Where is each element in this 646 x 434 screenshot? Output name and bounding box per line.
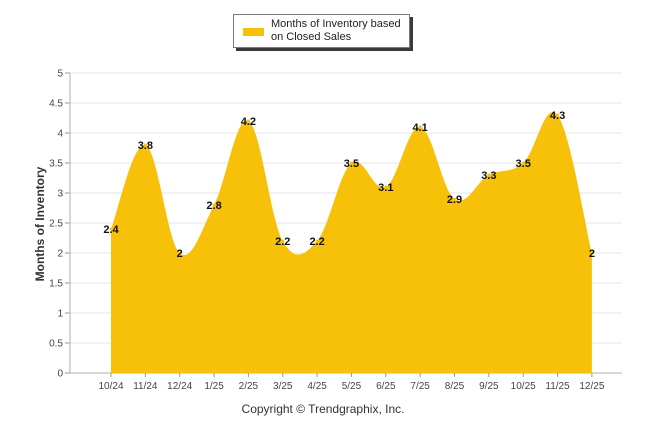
x-tick-label: 2/25 [239,381,259,392]
x-tick-label: 10/25 [511,381,536,392]
x-tick-label: 3/25 [273,381,293,392]
y-tick-label: 1 [57,309,63,320]
data-point [315,239,319,243]
data-label: 2.4 [103,224,119,236]
copyright-text: Copyright © Trendgraphix, Inc. [241,402,405,416]
y-tick-label: 2.5 [49,219,63,230]
data-point [384,185,388,189]
data-label: 3.8 [138,140,153,152]
x-tick-label: 5/25 [342,381,362,392]
data-label: 2.8 [206,200,221,212]
x-tick-label: 12/24 [167,381,192,392]
data-label: 2 [589,248,595,260]
x-tick-label: 12/25 [579,381,604,392]
legend[interactable]: Months of Inventory based on Closed Sale… [233,14,410,48]
data-point [487,173,491,177]
data-label: 4.2 [241,116,256,128]
x-tick-label: 11/25 [545,381,570,392]
data-label: 3.1 [378,182,393,194]
data-point [418,125,422,129]
x-tick-label: 9/25 [479,381,499,392]
x-tick-label: 8/25 [445,381,465,392]
data-label: 4.3 [550,110,565,122]
x-tick-label: 7/25 [410,381,430,392]
area-series [111,111,592,373]
y-tick-label: 2 [57,249,63,260]
data-point [556,113,560,117]
x-tick-label: 10/24 [98,381,123,392]
data-point [109,227,113,231]
data-label: 3.5 [344,158,359,170]
data-point [246,119,250,123]
x-tick-label: 1/25 [204,381,224,392]
y-tick-label: 5 [57,69,63,80]
data-label: 2.2 [275,236,290,248]
legend-swatch [243,28,264,36]
data-point [178,251,182,255]
data-label: 2.2 [309,236,324,248]
data-point [521,161,525,165]
x-tick-label: 4/25 [307,381,327,392]
x-tick-label: 6/25 [376,381,396,392]
y-tick-label: 1.5 [49,279,63,290]
data-point [212,203,216,207]
y-tick-label: 4.5 [49,99,63,110]
legend-label: Months of Inventory based on Closed Sale… [271,18,401,43]
data-label: 3.3 [481,170,496,182]
y-tick-label: 3.5 [49,159,63,170]
y-tick-label: 3 [57,189,63,200]
data-point [453,197,456,201]
y-tick-label: 4 [57,129,63,140]
y-tick-label: 0 [57,369,63,380]
data-label: 2.9 [447,194,462,206]
y-axis-title: Months of Inventory [33,166,47,282]
data-label: 4.1 [413,122,428,134]
data-label: 3.5 [516,158,531,170]
data-label: 2 [177,248,183,260]
data-point [143,143,147,147]
y-tick-label: 0.5 [49,339,63,350]
data-point [349,161,353,165]
x-tick-label: 11/24 [133,381,158,392]
data-point [281,239,285,243]
data-point [590,251,594,255]
